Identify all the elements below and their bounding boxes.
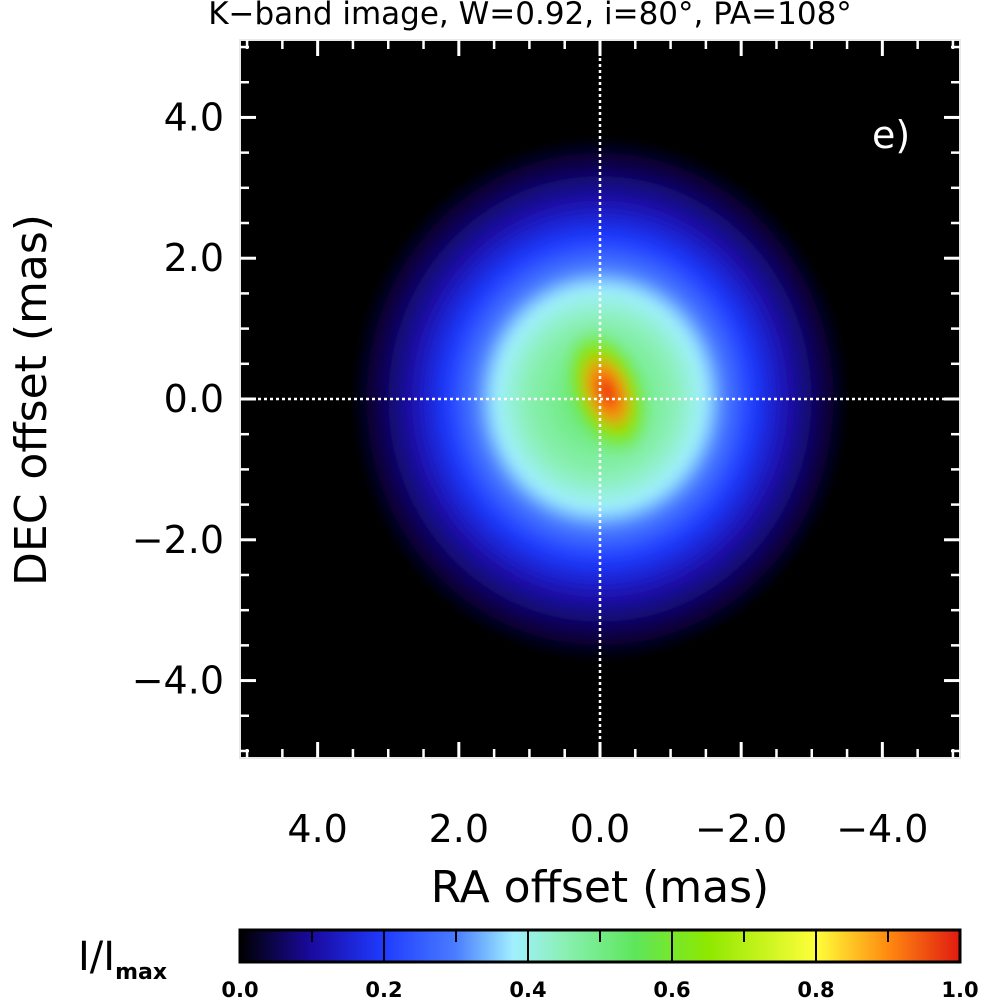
x-tick-label: 2.0 <box>429 807 489 851</box>
colorbar-ticks: 0.0 0.2 0.4 0.6 0.8 1.0 <box>221 930 979 1000</box>
colorbar-label-main: I/I <box>78 934 115 980</box>
x-axis-ticks: 4.0 2.0 0.0 −2.0 −4.0 <box>287 40 928 851</box>
x-tick-label: 4.0 <box>287 807 347 851</box>
axis-minor-ticks <box>240 40 960 758</box>
y-tick-label: 0.0 <box>164 377 224 421</box>
y-tick-label: 4.0 <box>164 95 224 139</box>
colorbar-label-sub: max <box>115 960 167 985</box>
panel-label: e) <box>872 113 910 157</box>
y-tick-label: −4.0 <box>132 659 224 703</box>
x-tick-label: 0.0 <box>570 807 630 851</box>
colorbar-tick-label: 0.2 <box>365 978 402 1000</box>
chart-title: K−band image, W=0.92, i=80°, PA=108° <box>208 0 852 32</box>
crosshair <box>240 40 960 758</box>
colorbar-tick-label: 0.0 <box>221 978 258 1000</box>
colorbar-label: I/Imax <box>78 934 167 985</box>
colorbar-tick-label: 0.4 <box>509 978 546 1000</box>
y-tick-label: 2.0 <box>164 236 224 280</box>
x-tick-label: −4.0 <box>836 807 928 851</box>
y-tick-label: −2.0 <box>132 518 224 562</box>
colorbar-tick-label: 0.8 <box>797 978 834 1000</box>
emission-core <box>563 327 651 457</box>
colorbar-tick-label: 1.0 <box>941 978 978 1000</box>
x-axis-label: RA offset (mas) <box>431 862 769 913</box>
colorbar-tick-label: 0.6 <box>653 978 690 1000</box>
y-axis-ticks: 4.0 2.0 0.0 −2.0 −4.0 <box>132 95 960 703</box>
x-tick-label: −2.0 <box>695 807 787 851</box>
y-axis-label: DEC offset (mas) <box>6 214 57 586</box>
